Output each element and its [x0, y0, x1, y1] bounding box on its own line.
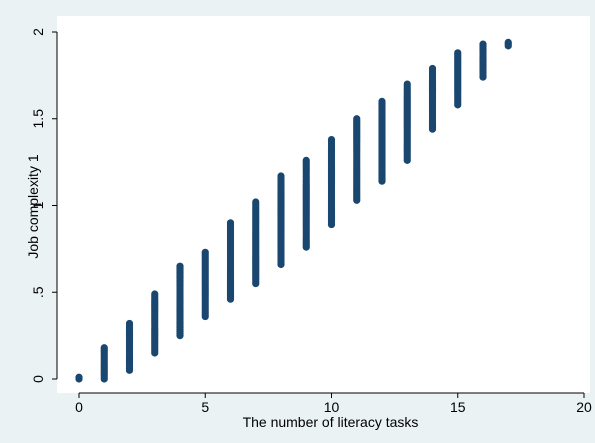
data-point	[403, 156, 411, 164]
y-tick-label: 1.5	[30, 109, 46, 129]
data-point	[151, 349, 159, 357]
data-point	[226, 295, 235, 303]
data-point	[428, 125, 437, 133]
x-axis-label: The number of literacy tasks	[243, 414, 419, 430]
data-point	[378, 177, 386, 185]
data-point	[454, 101, 462, 109]
x-tick-label: 20	[576, 399, 592, 415]
data-point	[252, 279, 260, 288]
data-point	[176, 332, 184, 340]
data-point	[100, 375, 108, 383]
x-tick-label: 0	[75, 399, 83, 415]
data-point	[277, 260, 285, 269]
y-axis-label: Job complexity 1	[25, 154, 41, 258]
x-axis-ticks: 0 5 10 15 20	[75, 393, 592, 415]
x-tick-label: 10	[324, 399, 340, 415]
y-axis-ticks: 0 .5 1 1.5 2	[30, 28, 57, 383]
data-point	[479, 73, 487, 81]
y-tick-label: 2	[30, 28, 46, 36]
data-point	[302, 243, 310, 251]
data-point	[353, 196, 361, 204]
y-tick-label: 1	[30, 201, 46, 209]
y-tick-label: 0	[30, 375, 46, 383]
data-point	[201, 312, 209, 321]
plot-area	[57, 16, 590, 393]
data-point	[75, 375, 83, 383]
data-point	[327, 220, 336, 229]
x-tick-label: 5	[201, 399, 209, 415]
x-tick-label: 15	[450, 399, 466, 415]
data-point	[504, 42, 512, 50]
data-points	[75, 38, 512, 383]
y-tick-label: .5	[30, 286, 46, 298]
data-point	[125, 366, 134, 374]
